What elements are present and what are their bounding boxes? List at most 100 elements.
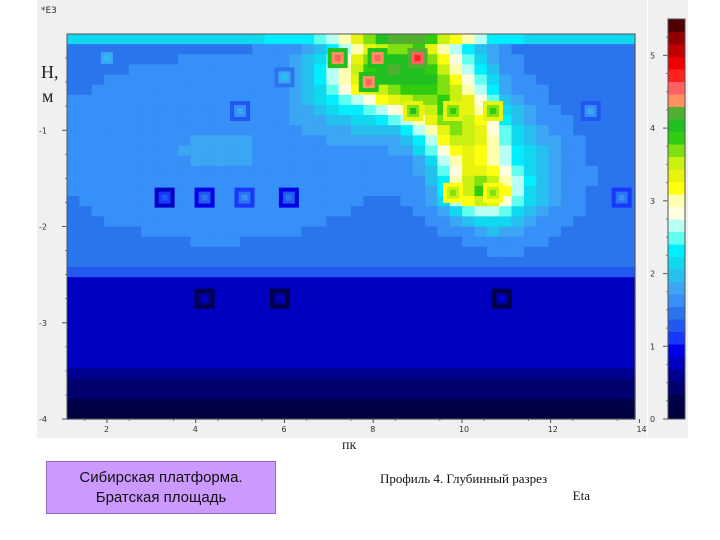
region-label-line1: Сибирская платформа. (79, 468, 243, 486)
heatmap-cell (400, 307, 414, 319)
heatmap-cell (202, 125, 216, 136)
heatmap-cell (190, 175, 204, 187)
heatmap-cell (301, 267, 315, 278)
heatmap-cell (486, 64, 500, 76)
heatmap-cell (215, 54, 229, 65)
heatmap-cell (252, 34, 266, 45)
colorbar-segment (668, 344, 685, 357)
heatmap-cell (141, 287, 155, 299)
heatmap-cell (560, 337, 574, 349)
heatmap-cell (79, 348, 93, 359)
heatmap-cell (449, 287, 463, 299)
heatmap-cell (412, 277, 426, 288)
heatmap-cell (597, 54, 611, 65)
heatmap-cell (141, 175, 155, 187)
heatmap-cell (178, 115, 192, 126)
heatmap-cell (165, 175, 179, 187)
heatmap-cell (91, 185, 105, 197)
heatmap-cell (351, 348, 364, 359)
heatmap-cell (338, 216, 352, 228)
heatmap-cell (289, 287, 303, 299)
heatmap-cell (511, 307, 525, 319)
heatmap-cell (79, 267, 93, 278)
heatmap-cell (511, 185, 525, 197)
heatmap-cell (301, 317, 315, 329)
heatmap-cell (573, 378, 587, 390)
heatmap-cell (338, 388, 352, 400)
heatmap-cell (610, 378, 624, 390)
heatmap-cell (91, 307, 105, 319)
heatmap-cell (289, 398, 303, 410)
heatmap-cell (375, 125, 389, 136)
heatmap-cell (67, 206, 80, 217)
heatmap-cell (449, 348, 463, 359)
heatmap-cell (499, 175, 513, 187)
heatmap-cell (67, 297, 80, 309)
heatmap-cell (289, 54, 303, 65)
heatmap-cell (227, 135, 241, 147)
heatmap-cell (548, 125, 562, 136)
heatmap-cell (560, 34, 574, 45)
heatmap-cell (449, 378, 463, 390)
heatmap-cell (178, 287, 192, 299)
heatmap-cell (597, 145, 611, 157)
heatmap-cell (400, 378, 414, 390)
heatmap-cell (474, 348, 488, 359)
heatmap-cell (388, 34, 401, 45)
heatmap-cell (585, 317, 599, 329)
heatmap-cell (449, 125, 463, 136)
heatmap-cell (412, 307, 426, 319)
heatmap-cell (523, 307, 537, 319)
heatmap-cell (313, 348, 327, 359)
heatmap-cell (301, 216, 315, 228)
heatmap-cell (252, 307, 266, 319)
heatmap-cell (178, 196, 192, 207)
heatmap-cell (585, 398, 599, 410)
heatmap-cell (585, 44, 599, 55)
heatmap-cell (338, 185, 352, 197)
heatmap-cell (622, 84, 636, 96)
heatmap-cell (165, 287, 179, 299)
heatmap-cell (252, 54, 266, 65)
heatmap-cell (79, 277, 93, 288)
heatmap-cell (425, 206, 439, 217)
heatmap-cell (474, 267, 488, 278)
heatmap-cell (178, 368, 192, 380)
heatmap-cell (153, 145, 167, 157)
heatmap-cell (425, 348, 439, 359)
heatmap-cell (437, 358, 451, 369)
heatmap-cell (585, 165, 599, 177)
heatmap-cell (511, 54, 525, 65)
heatmap-cell (560, 54, 574, 65)
heatmap-cell (486, 317, 500, 329)
x-tick-label: 2 (104, 425, 109, 434)
heatmap-cell (153, 125, 167, 136)
heatmap-cell (585, 236, 599, 248)
heatmap-cell (227, 256, 241, 268)
heatmap-cell (276, 226, 290, 238)
heatmap-cell (462, 206, 476, 217)
heatmap-cell (499, 267, 513, 278)
heatmap-cell (67, 34, 80, 45)
heatmap-cell (338, 256, 352, 268)
heatmap-cell (338, 64, 352, 76)
heatmap-cell (437, 277, 451, 288)
heatmap-cell (375, 297, 389, 309)
heatmap-cell (523, 358, 537, 369)
heatmap-cell (388, 115, 401, 126)
heatmap-cell (227, 267, 241, 278)
heatmap-cell (79, 307, 93, 319)
heatmap-cell (128, 165, 142, 177)
heatmap-cell (239, 94, 253, 106)
heatmap-cell (141, 216, 155, 228)
heatmap-cell (412, 267, 426, 278)
heatmap-cell (597, 104, 611, 116)
heatmap-cell (79, 196, 93, 207)
heatmap-cell (301, 135, 315, 147)
data-point (230, 101, 251, 121)
heatmap-cell (252, 287, 266, 299)
heatmap-cell (116, 84, 130, 96)
heatmap-cell (128, 337, 142, 349)
colorbar-segment (668, 406, 685, 420)
heatmap-cell (141, 408, 155, 420)
